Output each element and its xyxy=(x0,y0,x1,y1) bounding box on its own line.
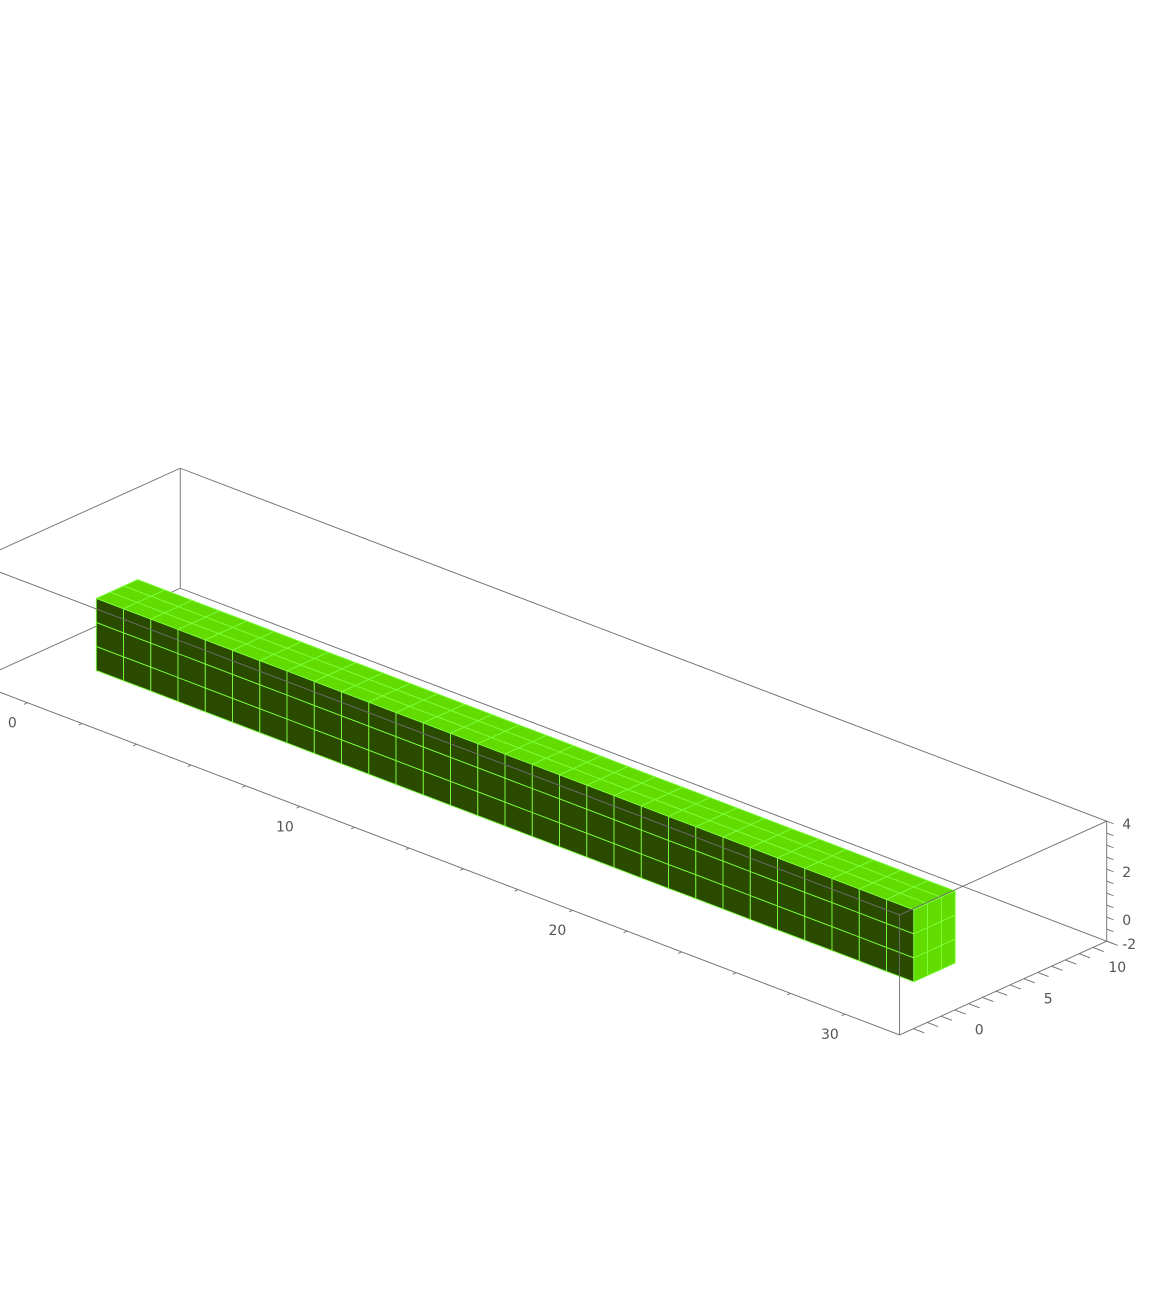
x-tick-mark xyxy=(623,930,628,934)
x-tick-mark xyxy=(187,764,192,768)
z-tick-mark xyxy=(1106,820,1114,825)
z-tick-label: 0 xyxy=(1122,913,1131,929)
x-tick-mark xyxy=(23,702,28,705)
x-tick-mark xyxy=(296,806,301,809)
z-tick-mark xyxy=(1106,880,1114,885)
x-tick-mark xyxy=(459,868,464,871)
x-tick-mark xyxy=(241,785,246,788)
y-tick-mark xyxy=(940,1015,953,1021)
frame-edge-back xyxy=(180,587,1107,942)
x-tick-label: 20 xyxy=(548,923,566,939)
y-tick-mark xyxy=(1051,965,1063,971)
frame-edge-front xyxy=(0,691,900,1036)
frame-edge-front xyxy=(0,571,900,916)
x-tick-mark xyxy=(732,972,737,975)
x-tick-mark xyxy=(841,1013,846,1017)
z-tick-label: 4 xyxy=(1122,817,1131,833)
x-tick-label: 10 xyxy=(276,819,294,835)
x-tick-mark xyxy=(568,909,573,913)
y-tick-mark xyxy=(982,996,994,1002)
y-tick-mark xyxy=(996,990,1008,996)
y-tick-mark xyxy=(1065,959,1077,965)
frame-edge-back xyxy=(180,467,1107,822)
y-tick-mark xyxy=(1078,953,1091,959)
voxel-block xyxy=(95,579,956,983)
y-tick-mark xyxy=(1092,946,1104,952)
x-tick-mark xyxy=(132,743,137,747)
bounding-box-front xyxy=(0,571,1108,1036)
bounding-box-back xyxy=(0,467,1107,942)
axis-ticks: 0 10 20 30 0 5 10 0 2 4 -2 xyxy=(8,702,1136,1043)
y-tick-label: 5 xyxy=(1044,991,1053,1007)
z-tick-mark xyxy=(1106,832,1114,837)
frame-edge-back xyxy=(0,467,181,551)
x-tick-label: 0 xyxy=(8,716,17,732)
voxel-end-face xyxy=(940,890,956,922)
x-tick-mark xyxy=(786,992,791,996)
frame-edge-front xyxy=(899,820,1107,916)
y-tick-mark xyxy=(968,1003,980,1009)
z-tick-label: -2 xyxy=(1122,937,1136,953)
z-tick-mark xyxy=(1106,856,1114,861)
z-tick-mark xyxy=(1106,916,1114,921)
z-tick-mark xyxy=(1106,904,1114,909)
x-tick-mark xyxy=(405,847,410,851)
y-tick-label: 0 xyxy=(975,1023,984,1039)
x-tick-label: 30 xyxy=(821,1027,839,1043)
y-tick-mark xyxy=(954,1009,966,1015)
y-tick-mark xyxy=(927,1021,939,1027)
z-tick-mark xyxy=(1106,844,1114,849)
z-tick-mark xyxy=(1106,892,1114,897)
y-tick-mark xyxy=(913,1028,925,1034)
frame-edge-front xyxy=(899,940,1107,1036)
x-tick-mark xyxy=(350,826,355,830)
y-tick-mark xyxy=(1037,971,1049,977)
y-tick-label: 10 xyxy=(1108,960,1126,976)
x-tick-mark xyxy=(78,723,83,726)
y-tick-mark xyxy=(1009,984,1022,990)
y-tick-mark xyxy=(1023,978,1035,984)
z-tick-mark xyxy=(1106,868,1114,873)
z-tick-label: 2 xyxy=(1122,865,1131,881)
z-tick-mark xyxy=(1106,928,1114,933)
x-tick-mark xyxy=(514,889,519,892)
x-tick-mark xyxy=(677,951,682,954)
z-tick-mark xyxy=(1106,940,1114,945)
